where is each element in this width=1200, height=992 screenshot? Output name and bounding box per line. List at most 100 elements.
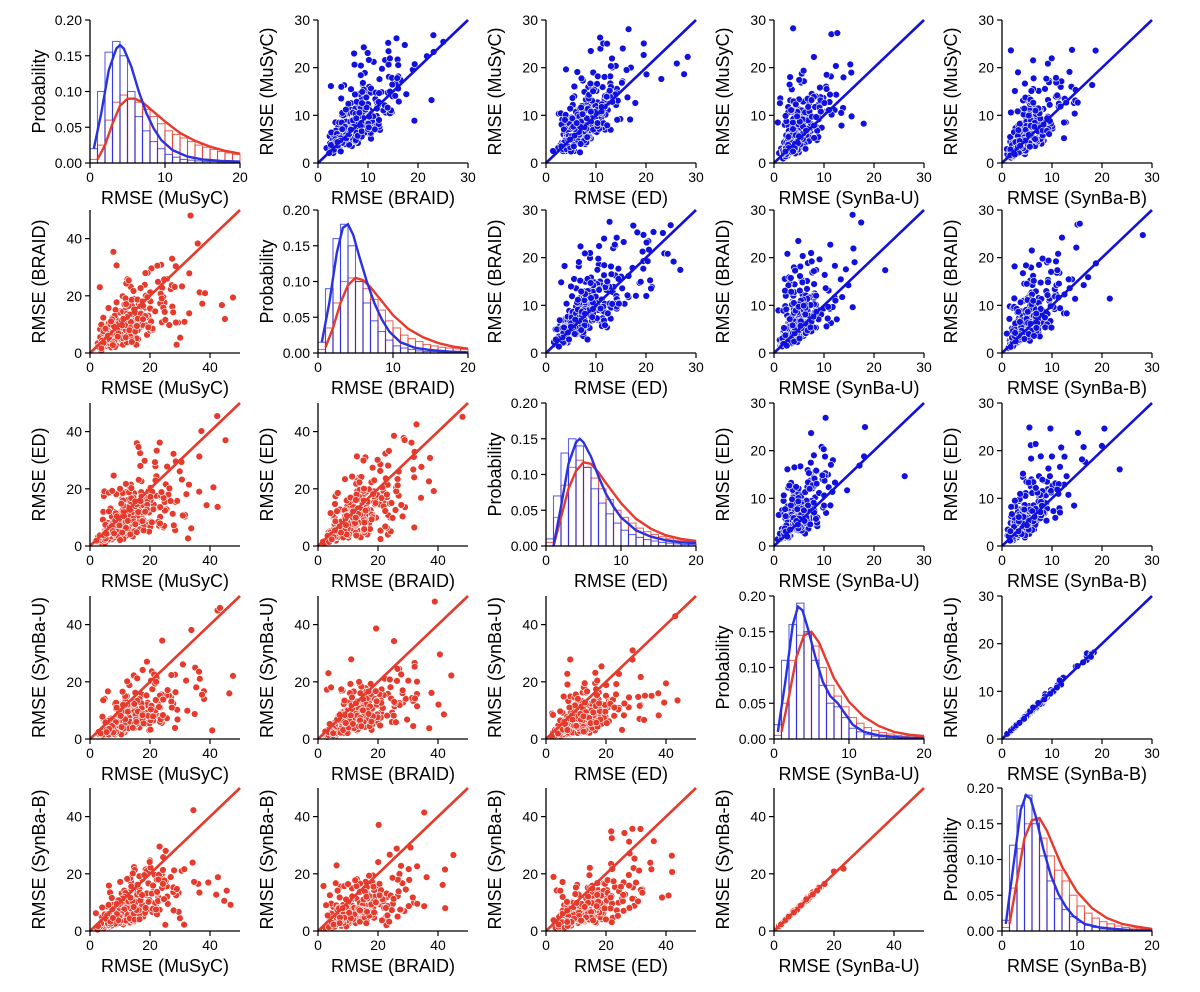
scatter-point: [195, 488, 203, 496]
scatter-point: [185, 269, 194, 277]
scatter-point: [355, 478, 364, 486]
scatter-point: [385, 447, 393, 455]
x-tick-label: 0: [542, 552, 550, 568]
scatter-point: [434, 700, 443, 709]
scatter-point: [425, 477, 433, 486]
y-tick-label: 30: [522, 12, 538, 28]
hist-bar-red: [347, 277, 357, 354]
hist-bar-blue: [126, 90, 136, 164]
scatter-point: [629, 221, 637, 230]
scatter-point: [611, 241, 619, 249]
x-axis-label: RMSE (SynBa-U): [778, 378, 919, 398]
scatter-point: [568, 94, 577, 102]
scatter-point: [833, 315, 841, 323]
scatter-point: [340, 696, 349, 705]
scatter-point: [666, 221, 675, 229]
scatter-point: [410, 662, 419, 671]
scatter-point: [409, 722, 417, 730]
scatter-point: [837, 109, 845, 117]
x-axis-label: RMSE (ED): [574, 378, 668, 398]
scatter-point: [1010, 262, 1019, 271]
scatter-point: [1044, 278, 1052, 286]
scatter-point: [783, 465, 792, 473]
scatter-point: [172, 341, 181, 349]
x-tick-label: 20: [866, 552, 882, 568]
scatter-point: [578, 110, 587, 118]
hist-bar-red: [575, 459, 585, 547]
hist-bar-blue: [171, 156, 181, 164]
x-tick-label: 40: [202, 745, 218, 761]
scatter-point: [404, 676, 412, 685]
y-tick-label: 20: [294, 481, 310, 497]
scatter-point: [812, 466, 820, 475]
scatter-point: [337, 685, 345, 693]
scatter-point: [620, 711, 628, 719]
scatter-point: [618, 79, 626, 87]
scatter-point: [427, 96, 436, 104]
scatter-point: [639, 231, 648, 239]
scatter-points: [1003, 46, 1100, 162]
scatter-point: [594, 255, 602, 263]
scatter-point: [123, 677, 131, 685]
scatter-point: [663, 250, 672, 258]
scatter-point: [372, 687, 380, 695]
hist-bar-blue: [399, 347, 409, 354]
scatter-point: [1139, 231, 1147, 239]
scatter-point: [832, 62, 840, 70]
scatter-point: [1029, 98, 1037, 107]
scatter-point: [413, 702, 421, 710]
scatter-point: [378, 65, 386, 73]
scatter-point: [780, 324, 788, 332]
x-tick-label: 0: [542, 169, 550, 185]
scatter-point: [144, 323, 153, 332]
scatter-point: [626, 115, 634, 124]
scatter-point: [139, 526, 148, 535]
scatter-point: [410, 523, 418, 532]
scatter-point: [1008, 510, 1016, 518]
scatter-point: [117, 723, 126, 731]
scatter-points: [774, 24, 868, 163]
scatter-point: [327, 141, 335, 149]
hist-bar-blue: [590, 488, 600, 547]
scatter-point: [167, 671, 176, 679]
scatter-point: [1047, 323, 1056, 332]
scatter-point: [148, 518, 156, 526]
scatter-points: [94, 604, 237, 740]
scatter-point: [673, 59, 681, 68]
scatter-point: [657, 75, 665, 83]
kde-line-blue: [320, 222, 469, 354]
scatter-point: [847, 68, 855, 77]
x-axis-label: RMSE (BRAID): [331, 571, 455, 591]
scatter-point: [576, 148, 584, 157]
hist-bar-blue: [119, 55, 129, 164]
hist-bar-blue: [354, 280, 364, 354]
x-axis-label: RMSE (SynBa-U): [778, 188, 919, 208]
scatter-point: [156, 438, 164, 447]
scatter-point: [788, 495, 796, 503]
scatter-point: [1027, 87, 1036, 95]
scatter-point: [342, 105, 350, 114]
x-tick-label: 0: [314, 169, 322, 185]
scatter-point: [350, 49, 358, 58]
scatter-point: [104, 304, 113, 312]
scatter-point: [816, 83, 824, 92]
scatter-point: [182, 490, 191, 498]
identity-line: [545, 19, 697, 164]
scatter-point: [631, 99, 639, 107]
scatter-points: [774, 211, 889, 350]
scatter-point: [810, 280, 818, 288]
y-tick-label: 0.05: [55, 119, 82, 135]
scatter-point: [116, 536, 124, 544]
scatter-point: [822, 71, 831, 79]
scatter-point: [326, 509, 335, 517]
scatter-point: [128, 338, 136, 346]
scatter-point: [632, 292, 640, 300]
scatter-point: [1019, 470, 1027, 478]
x-tick-label: 0: [86, 745, 94, 761]
scatter-point: [195, 667, 203, 676]
scatter-point: [393, 475, 402, 483]
hist-bar-red: [597, 488, 607, 547]
scatter-point: [171, 724, 179, 732]
scatter-points: [322, 31, 447, 157]
